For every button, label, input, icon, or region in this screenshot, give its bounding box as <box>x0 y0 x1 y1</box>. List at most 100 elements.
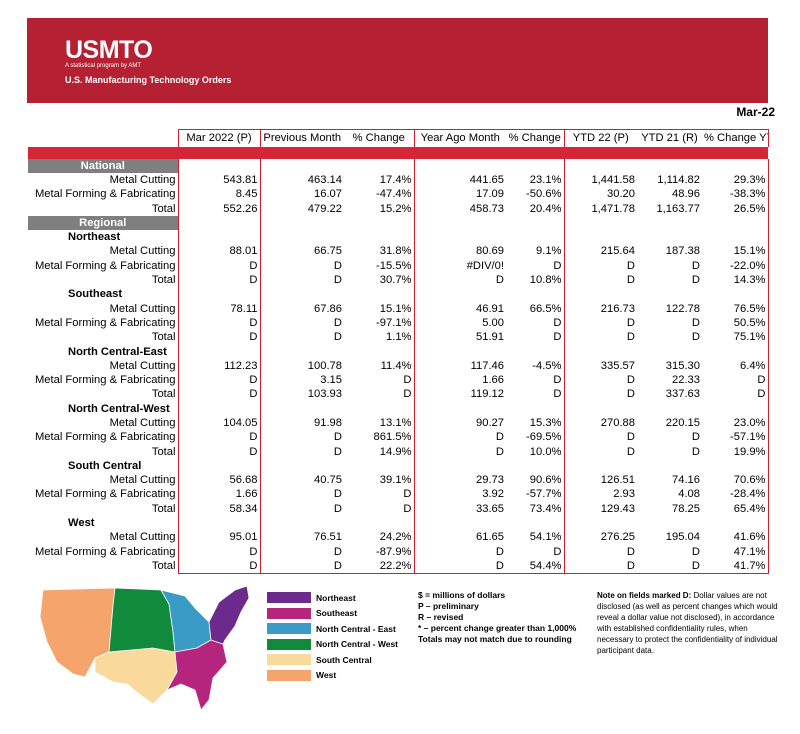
empty-cell <box>506 344 564 358</box>
row-value: 15.2% <box>379 202 412 215</box>
row-value: D <box>563 272 637 288</box>
legend-swatch <box>267 592 311 604</box>
row-label: Metal Cutting <box>109 173 176 186</box>
row-label: Metal Forming & Fabricating <box>34 431 176 444</box>
header-divider <box>28 146 768 159</box>
row-value: 103.93 <box>259 387 344 402</box>
row-value: 22.2% <box>344 558 414 574</box>
row-value: D <box>177 544 260 559</box>
row-value: D <box>413 430 506 445</box>
row-value: 26.5% <box>702 201 769 216</box>
confidentiality-note: Note on fields marked D: Dollar values a… <box>597 590 782 656</box>
empty-cell <box>506 516 564 530</box>
divider-cell <box>414 146 506 159</box>
row-value: D <box>553 316 562 329</box>
row-value: D <box>691 316 700 329</box>
row-value: 3.92 <box>413 487 506 502</box>
empty-cell <box>702 344 769 359</box>
legend-item: North Central - East <box>267 621 398 637</box>
row-label: Total <box>151 388 176 401</box>
row-label: Metal Forming & Fabricating <box>34 259 176 272</box>
row-value: D <box>563 258 637 273</box>
empty-cell <box>637 287 702 301</box>
row-value: 15.3% <box>529 416 562 429</box>
table-row: Metal Cutting 104.05 91.98 13.1% 90.27 15.3% 2… <box>28 415 769 431</box>
legend-swatch <box>267 638 311 650</box>
row-value: 1,441.58 <box>563 172 637 188</box>
row-value: -50.6% <box>526 188 562 201</box>
row-value: 861.5% <box>373 431 412 444</box>
empty-cell <box>177 229 260 245</box>
row-value: 100.78 <box>259 358 344 373</box>
region-name: West <box>68 517 95 530</box>
divider-cell <box>260 146 344 159</box>
table-row: Total D 103.93 D 119.12 D D 337.63 D <box>28 387 769 402</box>
row-value: 1,163.77 <box>656 202 700 215</box>
row-value: 1.66 <box>177 487 260 502</box>
row-value: D <box>259 501 344 516</box>
region-name: Southeast <box>68 288 123 301</box>
row-value: 30.20 <box>563 187 637 202</box>
header-banner: USMTO A statistical program by AMT U.S. … <box>27 18 768 103</box>
report-period: Mar-22 <box>736 105 775 119</box>
row-value: 54.1% <box>529 531 562 544</box>
empty-cell <box>506 159 564 173</box>
row-value: 66.75 <box>259 244 344 259</box>
table-row: Metal Cutting 56.68 40.75 39.1% 29.73 90.6% 12… <box>28 473 769 488</box>
row-value: 61.65 <box>413 530 506 545</box>
row-value: 40.75 <box>259 473 344 488</box>
row-label: Metal Forming & Fabricating <box>34 188 176 201</box>
row-value: 129.43 <box>563 501 637 516</box>
row-label: Total <box>151 274 176 287</box>
row-value: D <box>259 258 344 273</box>
row-value: 24.2% <box>379 531 412 544</box>
row-value: D <box>691 259 700 272</box>
row-value: D <box>691 445 700 458</box>
row-value: -47.4% <box>376 188 412 201</box>
table-row: Total D D 1.1% 51.91 D D D 75.1% <box>28 330 769 345</box>
table-row: Metal Forming & Fabricating 1.66 D D 3.92 -57… <box>28 487 769 502</box>
row-value: D <box>563 387 637 402</box>
row-value: 47.1% <box>702 544 769 559</box>
row-value: 91.98 <box>259 415 344 431</box>
row-value: 17.09 <box>413 187 506 202</box>
row-label: Metal Cutting <box>109 416 176 429</box>
us-regions-map <box>39 585 250 711</box>
row-value: D <box>259 430 344 445</box>
row-value: -22.0% <box>702 258 769 273</box>
row-label: Metal Cutting <box>109 531 176 544</box>
row-value: 1.1% <box>386 331 412 344</box>
row-value: D <box>563 315 637 331</box>
empty-cell <box>702 515 769 531</box>
empty-cell <box>259 515 344 531</box>
row-value: 23.0% <box>702 415 769 431</box>
row-label: Metal Forming & Fabricating <box>34 545 176 558</box>
row-value: D <box>403 388 412 401</box>
row-value: -69.5% <box>526 431 562 444</box>
empty-cell <box>413 229 506 245</box>
row-value: D <box>553 331 562 344</box>
note-line: P – preliminary <box>418 601 479 611</box>
row-value: D <box>177 258 260 273</box>
row-value: D <box>259 272 344 288</box>
empty-cell <box>344 516 414 530</box>
empty-cell <box>637 459 702 473</box>
row-value: 50.5% <box>702 315 769 331</box>
table-row: Metal Forming & Fabricating D D -15.5% #DIV/… <box>28 258 769 273</box>
row-value: 458.73 <box>413 201 506 216</box>
empty-cell <box>506 402 564 416</box>
legend-item: Northeast <box>267 590 398 606</box>
column-header: YTD 21 (R) <box>637 129 702 147</box>
row-value: 54.4% <box>506 558 564 574</box>
legend-swatch <box>267 607 311 619</box>
empty-cell <box>413 287 506 302</box>
row-value: 543.81 <box>177 172 260 188</box>
empty-cell <box>344 459 414 473</box>
row-value: 29.73 <box>413 473 506 488</box>
row-value: 552.26 <box>177 201 260 216</box>
row-value: -38.3% <box>702 187 769 202</box>
row-value: -87.9% <box>376 545 412 558</box>
row-value: 41.7% <box>702 558 769 574</box>
row-value: 66.5% <box>529 302 562 315</box>
row-value: D <box>177 330 260 345</box>
